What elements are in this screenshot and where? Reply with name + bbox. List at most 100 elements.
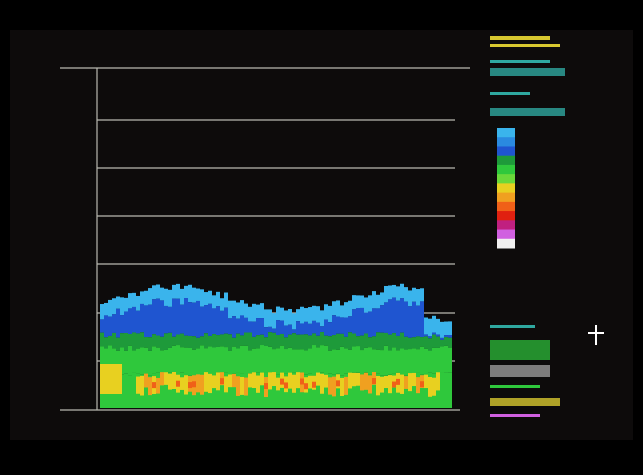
echo-cell <box>296 334 300 350</box>
echo-cell <box>228 300 232 319</box>
echo-cell <box>340 333 344 347</box>
echo-cell <box>360 350 364 376</box>
echo-cell <box>220 373 224 408</box>
echo-cell <box>144 347 148 374</box>
cursor <box>588 325 604 345</box>
echo-cell <box>120 315 124 334</box>
echo-cell <box>332 315 336 336</box>
echo-cell <box>400 348 404 375</box>
echo-cell <box>340 346 344 376</box>
echo-cell <box>208 346 212 375</box>
echo-cell <box>100 304 104 320</box>
panel-line <box>490 44 560 47</box>
echo-cell <box>264 383 268 390</box>
echo-cell <box>180 372 184 408</box>
echo-cell <box>368 337 372 348</box>
echo-cell <box>296 372 300 389</box>
echo-cell <box>288 372 292 389</box>
echo-cell <box>376 332 380 350</box>
echo-cell <box>412 372 416 387</box>
echo-cell <box>104 337 108 349</box>
echo-cell <box>180 377 184 390</box>
echo-cell <box>236 333 240 349</box>
echo-cell <box>220 378 224 385</box>
panel-line <box>490 398 560 406</box>
echo-cell <box>232 346 236 374</box>
echo-cell <box>260 372 264 386</box>
echo-cell <box>176 334 180 346</box>
echo-cell <box>248 373 252 408</box>
echo-cell <box>116 296 120 309</box>
echo-cell <box>316 335 320 348</box>
echo-cell <box>184 285 188 299</box>
echo-cell <box>408 349 412 376</box>
echo-cell <box>144 337 148 348</box>
echo-cell <box>152 299 156 335</box>
echo-cell <box>104 302 108 316</box>
colorbar-swatch <box>497 155 515 166</box>
echo-cell <box>424 374 428 389</box>
echo-cell <box>180 333 184 348</box>
echo-cell <box>164 305 168 334</box>
echo-cell <box>176 345 180 376</box>
echo-cell <box>124 333 128 351</box>
echo-cell <box>272 328 276 333</box>
echo-cell <box>308 323 312 336</box>
echo-cell <box>280 307 284 321</box>
echo-cell <box>416 305 420 337</box>
colorbar-swatch <box>497 211 515 221</box>
echo-cell <box>444 335 448 338</box>
echo-cell <box>220 298 224 311</box>
echo-cell <box>140 303 144 333</box>
echo-cell <box>432 377 436 396</box>
echo-cell <box>436 334 440 337</box>
echo-cell <box>384 376 388 389</box>
echo-cell <box>108 335 112 346</box>
echo-cell <box>404 287 408 302</box>
echo-cell <box>312 305 316 321</box>
echo-cell <box>188 335 192 348</box>
echo-cell <box>208 290 212 304</box>
echo-cell <box>252 372 256 389</box>
echo-cell <box>312 375 316 408</box>
echo-cell <box>260 318 264 335</box>
echo-cell <box>360 335 364 351</box>
echo-cell <box>356 372 360 408</box>
echo-cell <box>420 374 424 408</box>
echo-cell <box>228 350 232 376</box>
echo-cell <box>184 375 188 395</box>
echo-cell <box>196 300 200 338</box>
echo-cell <box>268 346 272 375</box>
colorbar-swatch <box>497 128 515 138</box>
echo-cell <box>384 285 388 303</box>
echo-cell <box>116 337 120 351</box>
echo-cell <box>404 376 408 389</box>
echo-cell <box>292 349 296 373</box>
echo-cell <box>300 349 304 376</box>
echo-cell <box>268 372 272 390</box>
echo-cell <box>352 372 356 387</box>
echo-cell <box>236 376 240 396</box>
echo-cell <box>440 339 444 347</box>
echo-cell <box>400 283 404 299</box>
echo-cell <box>188 284 192 303</box>
echo-cell <box>172 284 176 299</box>
echo-cell <box>200 374 204 395</box>
echo-cell <box>312 320 316 334</box>
echo-cell <box>396 335 400 351</box>
echo-cell <box>128 375 132 408</box>
echo-cell <box>124 311 128 334</box>
echo-cell <box>116 308 120 338</box>
echo-cell <box>200 345 204 374</box>
echo-cell <box>312 381 316 388</box>
echo-cell <box>220 334 224 347</box>
echo-cell <box>140 347 144 375</box>
echo-cell <box>408 375 412 408</box>
echo-cell <box>428 338 432 351</box>
panel-line <box>490 365 550 377</box>
echo-cell <box>404 375 408 408</box>
echo-cell <box>336 380 340 387</box>
echo-cell <box>112 314 116 333</box>
echo-cell <box>112 332 116 349</box>
echo-cell <box>380 376 384 393</box>
